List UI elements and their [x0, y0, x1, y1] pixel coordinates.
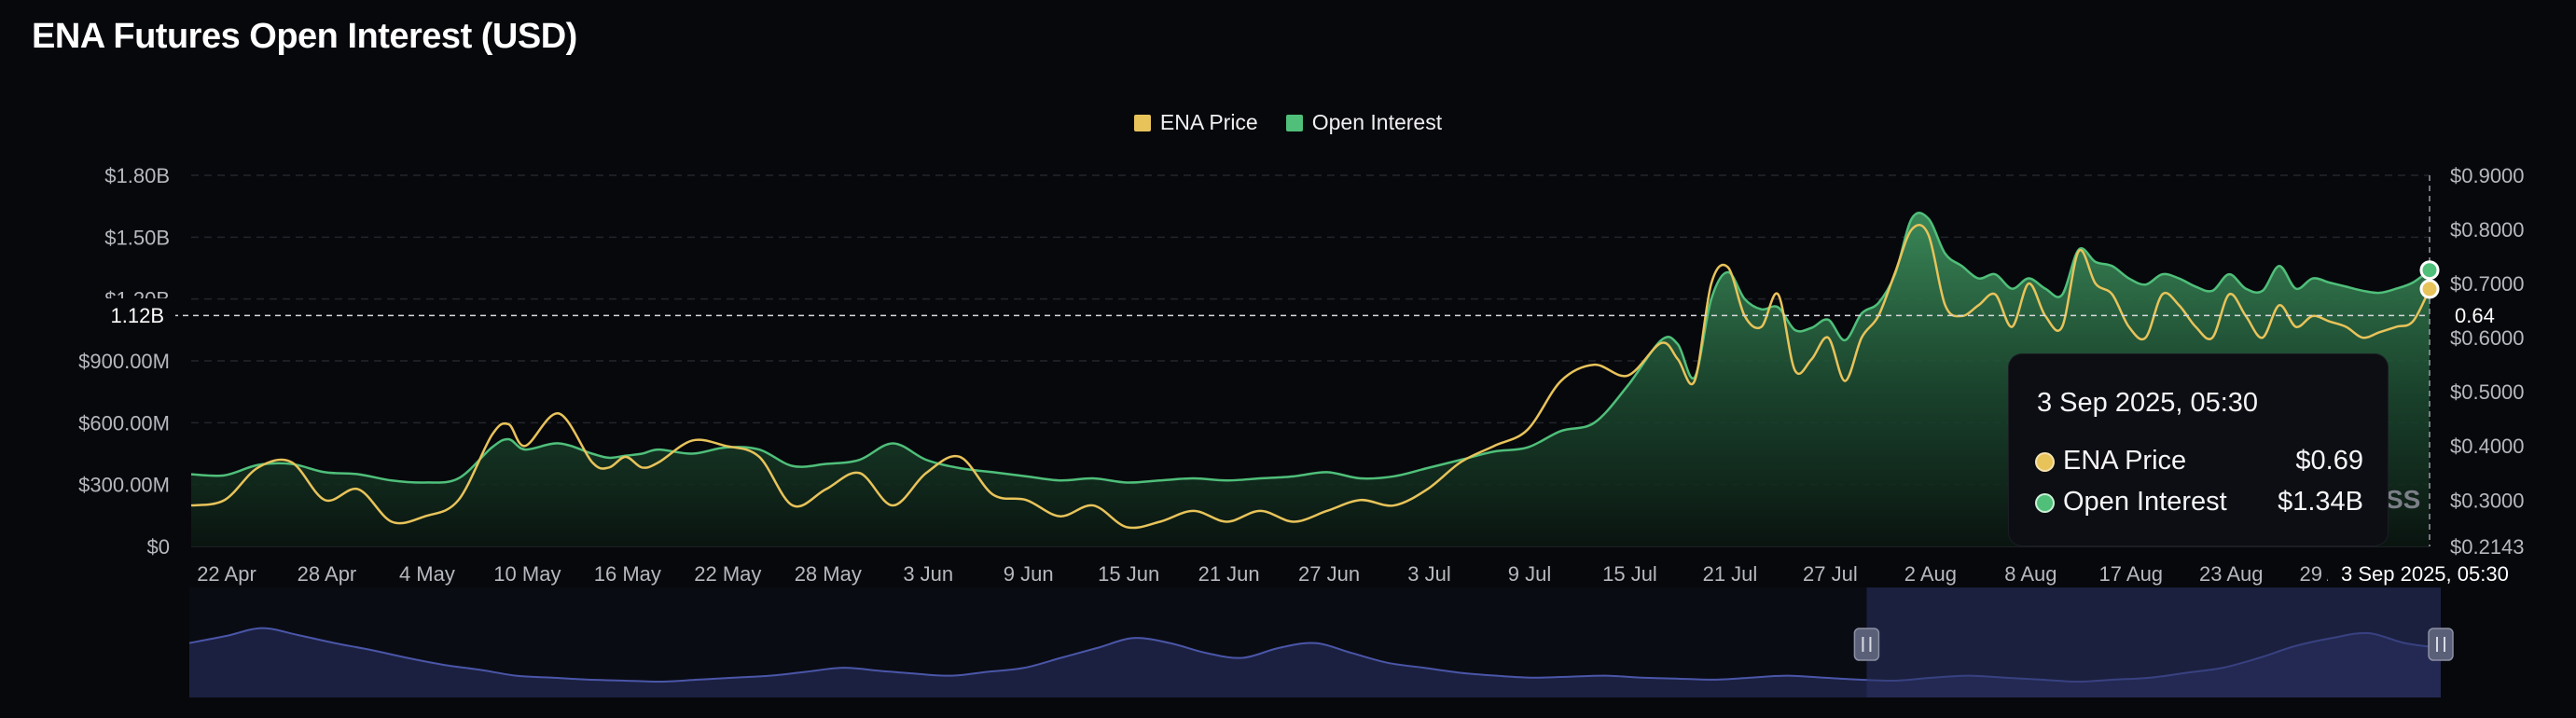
- open-interest-area: [191, 213, 2430, 546]
- x-tick-label: 23 Aug: [2199, 562, 2264, 586]
- x-tick-label: 21 Jul: [1703, 562, 1758, 586]
- crosshair-right-bg: [2436, 298, 2513, 330]
- y-left-tick-label: $1.80B: [104, 164, 170, 187]
- x-tick-label: 15 Jun: [1098, 562, 1159, 586]
- crosshair: 1.12B 0.64 3 Sep 2025, 05:30: [93, 298, 2535, 588]
- series-layer: [173, 175, 2440, 546]
- watermark-text: SS: [2386, 485, 2421, 514]
- x-tick-label: 9 Jul: [1508, 562, 1551, 586]
- tooltip-value-ena-price: $0.69: [2295, 446, 2363, 476]
- y-left-tick-label: $300.00M: [78, 474, 170, 497]
- x-tick-label: 17 Aug: [2099, 562, 2164, 586]
- x-tick-label: 8 Aug: [2004, 562, 2057, 586]
- tooltip: 3 Sep 2025, 05:30 ENA Price $0.69 Open I…: [2009, 354, 2388, 545]
- y-right-tick-label: $0.5000: [2450, 380, 2525, 404]
- y-left-tick-label: $1.50B: [104, 226, 170, 249]
- tooltip-dot-ena-price: [2037, 454, 2053, 470]
- tooltip-label-open-interest: Open Interest: [2063, 487, 2227, 517]
- legend-label-ena-price: ENA Price: [1159, 110, 1258, 134]
- x-tick-label: 3 Jun: [903, 562, 953, 586]
- crosshair-right-value: 0.64: [2455, 304, 2495, 327]
- range-navigator[interactable]: [188, 587, 2454, 697]
- navigator-selection[interactable]: [1866, 587, 2441, 697]
- chart-legend: ENA Price Open Interest: [0, 110, 2576, 135]
- tooltip-value-open-interest: $1.34B: [2278, 487, 2363, 517]
- ena-price-marker: [2419, 279, 2440, 299]
- crosshair-left-bg: [93, 298, 175, 330]
- x-tick-label: 28 May: [795, 562, 862, 586]
- y-right-tick-label: $0.9000: [2450, 164, 2525, 187]
- tooltip-label-ena-price: ENA Price: [2063, 446, 2187, 476]
- open-interest-marker: [2419, 260, 2440, 281]
- y-right-tick-label: $0.7000: [2450, 272, 2525, 296]
- legend-label-open-interest: Open Interest: [1311, 110, 1443, 134]
- tooltip-dot-open-interest: [2037, 495, 2053, 511]
- x-tick-label: 28 Apr: [298, 562, 357, 586]
- legend-item-ena-price[interactable]: ENA Price: [1133, 110, 1258, 135]
- ena-price-line: [190, 224, 2431, 530]
- y-left-tick-label: $0: [147, 535, 170, 559]
- legend-item-open-interest[interactable]: Open Interest: [1285, 110, 1443, 135]
- navigator-handle-left[interactable]: [1853, 628, 1880, 661]
- x-tick-label: 9 Jun: [1004, 562, 1054, 586]
- crosshair-date: 3 Sep 2025, 05:30: [2341, 562, 2509, 586]
- y-right-tick-label: $0.6000: [2450, 326, 2525, 350]
- navigator-handle-grip[interactable]: [1853, 628, 1880, 661]
- x-tick-label: 22 Apr: [197, 562, 256, 586]
- x-tick-label: 4 May: [399, 562, 455, 586]
- x-tick-label: 21 Jun: [1198, 562, 1260, 586]
- navigator-handle-right[interactable]: [2428, 628, 2454, 661]
- y-left-tick-label: $600.00M: [78, 411, 170, 435]
- x-tick-label: 15 Jul: [1602, 562, 1657, 586]
- x-tick-label: 10 May: [493, 562, 561, 586]
- y-left-tick-label: $900.00M: [78, 350, 170, 373]
- crosshair-left-value: 1.12B: [111, 304, 165, 327]
- x-tick-label: 27 Jun: [1298, 562, 1360, 586]
- y-right-tick-label: $0.3000: [2450, 489, 2525, 512]
- x-tick-label: 16 May: [594, 562, 661, 586]
- navigator-area: [189, 628, 2441, 697]
- legend-swatch-open-interest: [1285, 114, 1303, 131]
- x-tick-label: 3 Jul: [1407, 562, 1450, 586]
- axis-labels: $0$300.00M$600.00M$900.00M$1.20B$1.50B$1…: [78, 164, 2524, 586]
- y-right-tick-label: $0.4000: [2450, 435, 2525, 458]
- tooltip-date: 3 Sep 2025, 05:30: [2037, 388, 2259, 418]
- crosshair-date-bg: [2328, 557, 2535, 588]
- x-tick-label: 27 Jul: [1803, 562, 1858, 586]
- navigator-handle-grip[interactable]: [2428, 628, 2454, 661]
- y-right-tick-label: $0.2143: [2450, 535, 2525, 559]
- x-tick-label: 2 Aug: [1904, 562, 1957, 586]
- legend-swatch-ena-price: [1133, 114, 1151, 131]
- x-tick-label: 22 May: [694, 562, 761, 586]
- page-title: ENA Futures Open Interest (USD): [32, 17, 577, 56]
- y-right-tick-label: $0.8000: [2450, 218, 2525, 242]
